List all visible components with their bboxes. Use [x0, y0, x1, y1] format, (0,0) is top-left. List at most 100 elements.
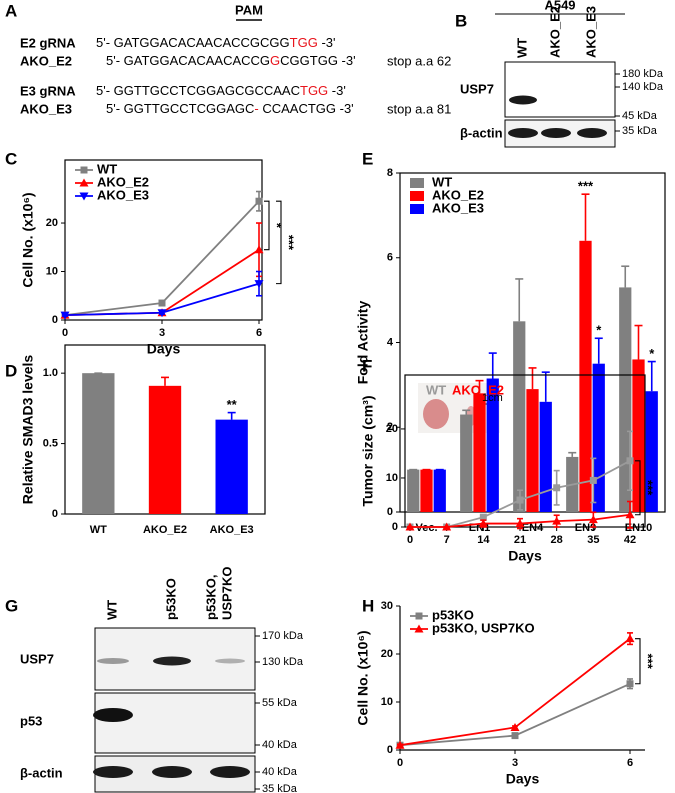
data-point: [589, 476, 597, 484]
y-tick-label: 0: [387, 506, 393, 518]
y-tick-label: 20: [381, 648, 393, 660]
bar: [619, 287, 632, 512]
blot-band: [577, 128, 607, 138]
legend-label: AKO_E3: [432, 200, 484, 215]
x-tick-label: 35: [587, 534, 599, 546]
x-tick-label: EN4: [522, 522, 544, 534]
x-tick-label: WT: [90, 524, 107, 536]
legend-marker: [80, 166, 88, 174]
data-point: [510, 722, 520, 731]
blot-band: [93, 708, 133, 722]
blot-box: [94, 692, 256, 754]
marker-label: 140 kDa: [622, 81, 664, 93]
data-point: [626, 680, 634, 688]
y-tick-label: 0: [52, 508, 58, 520]
data-point: [254, 245, 264, 254]
bar: [473, 393, 486, 512]
sequence-segment: -3': [328, 83, 346, 98]
bar: [460, 414, 473, 512]
blot-band: [509, 95, 537, 105]
panel-label: B: [455, 11, 467, 30]
legend-label: WT: [97, 161, 117, 176]
lane-label: p53KO: [163, 578, 178, 620]
data-point: [626, 457, 634, 465]
y-tick-label: 0: [52, 314, 58, 326]
bar: [486, 378, 499, 512]
blot-title: A549: [544, 0, 575, 12]
panel-label: A: [5, 1, 17, 20]
y-tick-label: 20: [46, 217, 58, 229]
sequence-segment: 5'- GATGGACACAACACCG: [106, 53, 270, 68]
blot-band: [508, 128, 538, 138]
x-tick-label: AKO_E2: [143, 524, 187, 536]
x-tick-label: 28: [551, 534, 563, 546]
sequence-segment: 5'- GATGGACACAACACCGCGG: [96, 35, 290, 50]
blot-band: [152, 766, 192, 778]
blot-band: [153, 656, 191, 666]
y-tick-label: 6: [387, 252, 393, 264]
bar: [215, 419, 248, 514]
sequence-segment: G: [270, 53, 280, 68]
blot-band: [97, 658, 129, 664]
y-tick-label: 10: [381, 696, 393, 708]
data-point: [157, 309, 167, 318]
y-axis-label: Fold Activity: [355, 301, 371, 385]
marker-label: 40 kDa: [262, 739, 298, 751]
sequence-segment: 5'- GGTTGCCTCGGAGCGCCAAC: [96, 83, 300, 98]
bar: [592, 363, 605, 512]
panel-label: H: [362, 596, 374, 615]
x-tick-label: 7: [444, 534, 450, 546]
row-label: β-actin: [460, 125, 503, 140]
blot-band: [210, 766, 250, 778]
legend-label: AKO_E3: [97, 187, 149, 202]
x-tick-label: AKO_E3: [210, 524, 254, 536]
lane-label: USP7KO: [219, 567, 234, 620]
y-tick-label: 4: [387, 336, 394, 348]
y-tick-label: 0: [392, 521, 398, 533]
significance: **: [227, 397, 238, 412]
bar: [82, 373, 115, 514]
row-label: p53: [20, 713, 42, 728]
data-point: [625, 510, 635, 519]
y-axis-label: Tumor size (cm³): [360, 396, 376, 507]
bar: [632, 359, 645, 512]
sequence-name: E2 gRNA: [20, 35, 76, 50]
y-tick-label: 10: [46, 265, 58, 277]
data-point: [395, 740, 405, 749]
legend-label: WT: [426, 382, 446, 397]
data-point: [60, 311, 70, 320]
data-point: [158, 299, 166, 307]
data-point: [516, 496, 524, 504]
plot-frame: [404, 374, 646, 528]
y-tick-label: 20: [386, 423, 398, 435]
bar: [539, 401, 552, 512]
data-point: [515, 519, 525, 528]
sequence-segment: TGG: [300, 83, 328, 98]
bar: [645, 391, 658, 512]
significance: *: [596, 323, 602, 338]
plot-frame: [64, 159, 263, 321]
y-axis-label: Cell No. (x10⁶): [20, 192, 36, 287]
y-axis-label: Relative SMAD3 levels: [20, 355, 36, 505]
sequence-segment: CCAACTGG -3': [259, 101, 354, 116]
stop-note: stop a.a 81: [387, 101, 451, 116]
y-tick-label: 8: [387, 167, 393, 179]
blot-band: [93, 766, 133, 778]
scale-label: 1cm: [482, 392, 503, 404]
data-point: [588, 515, 598, 524]
sequence-name: AKO_E3: [20, 101, 72, 116]
marker-label: 35 kDa: [622, 125, 658, 137]
x-tick-label: 42: [624, 534, 636, 546]
sequence: 5'- GGTTGCCTCGGAGC- CCAACTGG -3': [106, 101, 354, 116]
bar: [513, 321, 526, 512]
data-point: [442, 522, 452, 531]
significance-bracket: [635, 638, 641, 685]
data-point: [625, 634, 635, 643]
legend-label: AKO_E2: [452, 382, 504, 397]
significance: *: [649, 346, 655, 361]
lane-label: AKO_E3: [583, 6, 598, 58]
legend-label: AKO_E2: [97, 174, 149, 189]
blot-band: [215, 658, 245, 664]
legend-swatch: [410, 204, 424, 214]
sequence-segment: 5'- GGTTGCCTCGGAGC: [106, 101, 254, 116]
